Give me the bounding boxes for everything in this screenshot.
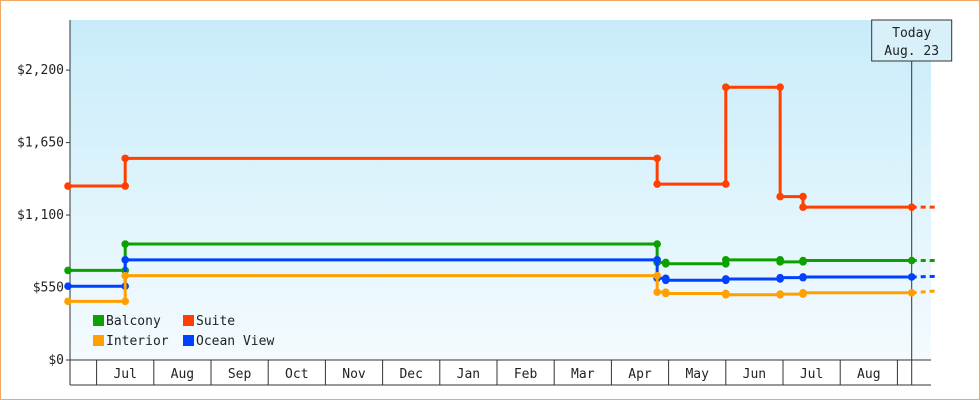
balcony-point[interactable] xyxy=(776,258,784,266)
x-tick-label: May xyxy=(685,367,709,382)
suite-point[interactable] xyxy=(722,83,730,92)
x-tick-label: Jul xyxy=(113,367,136,382)
today-label: Today xyxy=(892,26,931,41)
y-tick-label: $1,100 xyxy=(17,208,64,223)
ocean-view-projection xyxy=(911,274,938,279)
plot-area xyxy=(70,20,931,360)
series-layer xyxy=(64,83,938,306)
x-tick-label: Aug xyxy=(857,367,880,382)
x-tick-label: Mar xyxy=(571,367,595,382)
x-tick-label: Jan xyxy=(457,367,480,382)
series-interior xyxy=(64,271,938,306)
x-tick-label: Feb xyxy=(514,367,538,382)
interior-line xyxy=(68,274,912,303)
suite-point[interactable] xyxy=(722,180,730,188)
interior-point[interactable] xyxy=(776,290,784,298)
x-tick-label: Sep xyxy=(228,367,252,382)
x-tick-label: Jun xyxy=(743,367,766,382)
legend-swatch-interior xyxy=(93,335,104,346)
y-tick-label: $0 xyxy=(48,353,64,368)
suite-point[interactable] xyxy=(799,203,807,211)
suite-point[interactable] xyxy=(776,192,784,201)
ocean-view-point[interactable] xyxy=(799,273,807,281)
today-date: Aug. 23 xyxy=(884,44,939,59)
today-marker: Today Aug. 23 xyxy=(871,19,953,385)
series-suite xyxy=(64,83,938,211)
interior-point[interactable] xyxy=(653,288,661,296)
suite-point[interactable] xyxy=(121,154,129,163)
interior-point[interactable] xyxy=(661,289,670,298)
today-box xyxy=(871,19,953,62)
interior-point[interactable] xyxy=(121,271,129,280)
x-tick-label: Jul xyxy=(800,367,823,382)
legend: Balcony Suite Interior Ocean View xyxy=(93,314,274,349)
y-tick-label: $1,650 xyxy=(17,136,64,151)
balcony-point[interactable] xyxy=(121,240,129,248)
axes: $0 $550 $1,100 $1,650 $2,200 Jul Aug Sep Oct Nov D… xyxy=(17,20,931,386)
y-tick-label: $2,200 xyxy=(17,63,64,78)
suite-point[interactable] xyxy=(776,83,784,92)
ocean-view-point[interactable] xyxy=(661,276,670,285)
ocean-view-point[interactable] xyxy=(776,273,784,282)
interior-point[interactable] xyxy=(722,290,730,299)
interior-point[interactable] xyxy=(64,297,72,306)
interior-point[interactable] xyxy=(121,297,129,306)
interior-point[interactable] xyxy=(799,288,807,297)
suite-point[interactable] xyxy=(799,192,807,201)
ocean-view-point[interactable] xyxy=(653,256,661,264)
interior-projection xyxy=(911,289,938,295)
series-balcony xyxy=(64,240,938,275)
ocean-view-line xyxy=(68,258,912,288)
legend-swatch-suite xyxy=(183,315,194,326)
balcony-point[interactable] xyxy=(799,256,807,265)
x-tick-label: Oct xyxy=(285,367,308,382)
x-tick-label: Apr xyxy=(628,367,652,382)
legend-swatch-ocean-view xyxy=(183,335,194,346)
legend-label-balcony: Balcony xyxy=(106,314,161,329)
legend-swatch-balcony xyxy=(93,315,104,326)
legend-label-interior: Interior xyxy=(106,334,169,349)
balcony-point[interactable] xyxy=(661,259,670,268)
ocean-view-point[interactable] xyxy=(722,275,730,283)
suite-point[interactable] xyxy=(121,182,129,190)
legend-label-ocean-view: Ocean View xyxy=(196,334,274,349)
ocean-view-point[interactable] xyxy=(121,256,129,264)
suite-point[interactable] xyxy=(653,180,661,188)
suite-point[interactable] xyxy=(64,182,72,190)
balcony-point[interactable] xyxy=(722,256,730,264)
legend-label-suite: Suite xyxy=(196,314,235,329)
x-tick-label: Dec xyxy=(399,367,422,382)
ocean-view-point[interactable] xyxy=(64,282,72,291)
y-tick-label: $550 xyxy=(33,281,64,296)
balcony-point[interactable] xyxy=(653,240,661,248)
suite-point[interactable] xyxy=(653,154,661,163)
x-tick-label: Nov xyxy=(342,367,366,382)
balcony-point[interactable] xyxy=(64,266,72,275)
x-tick-label: Aug xyxy=(171,367,194,382)
interior-point[interactable] xyxy=(653,271,661,280)
balcony-line xyxy=(68,242,912,272)
